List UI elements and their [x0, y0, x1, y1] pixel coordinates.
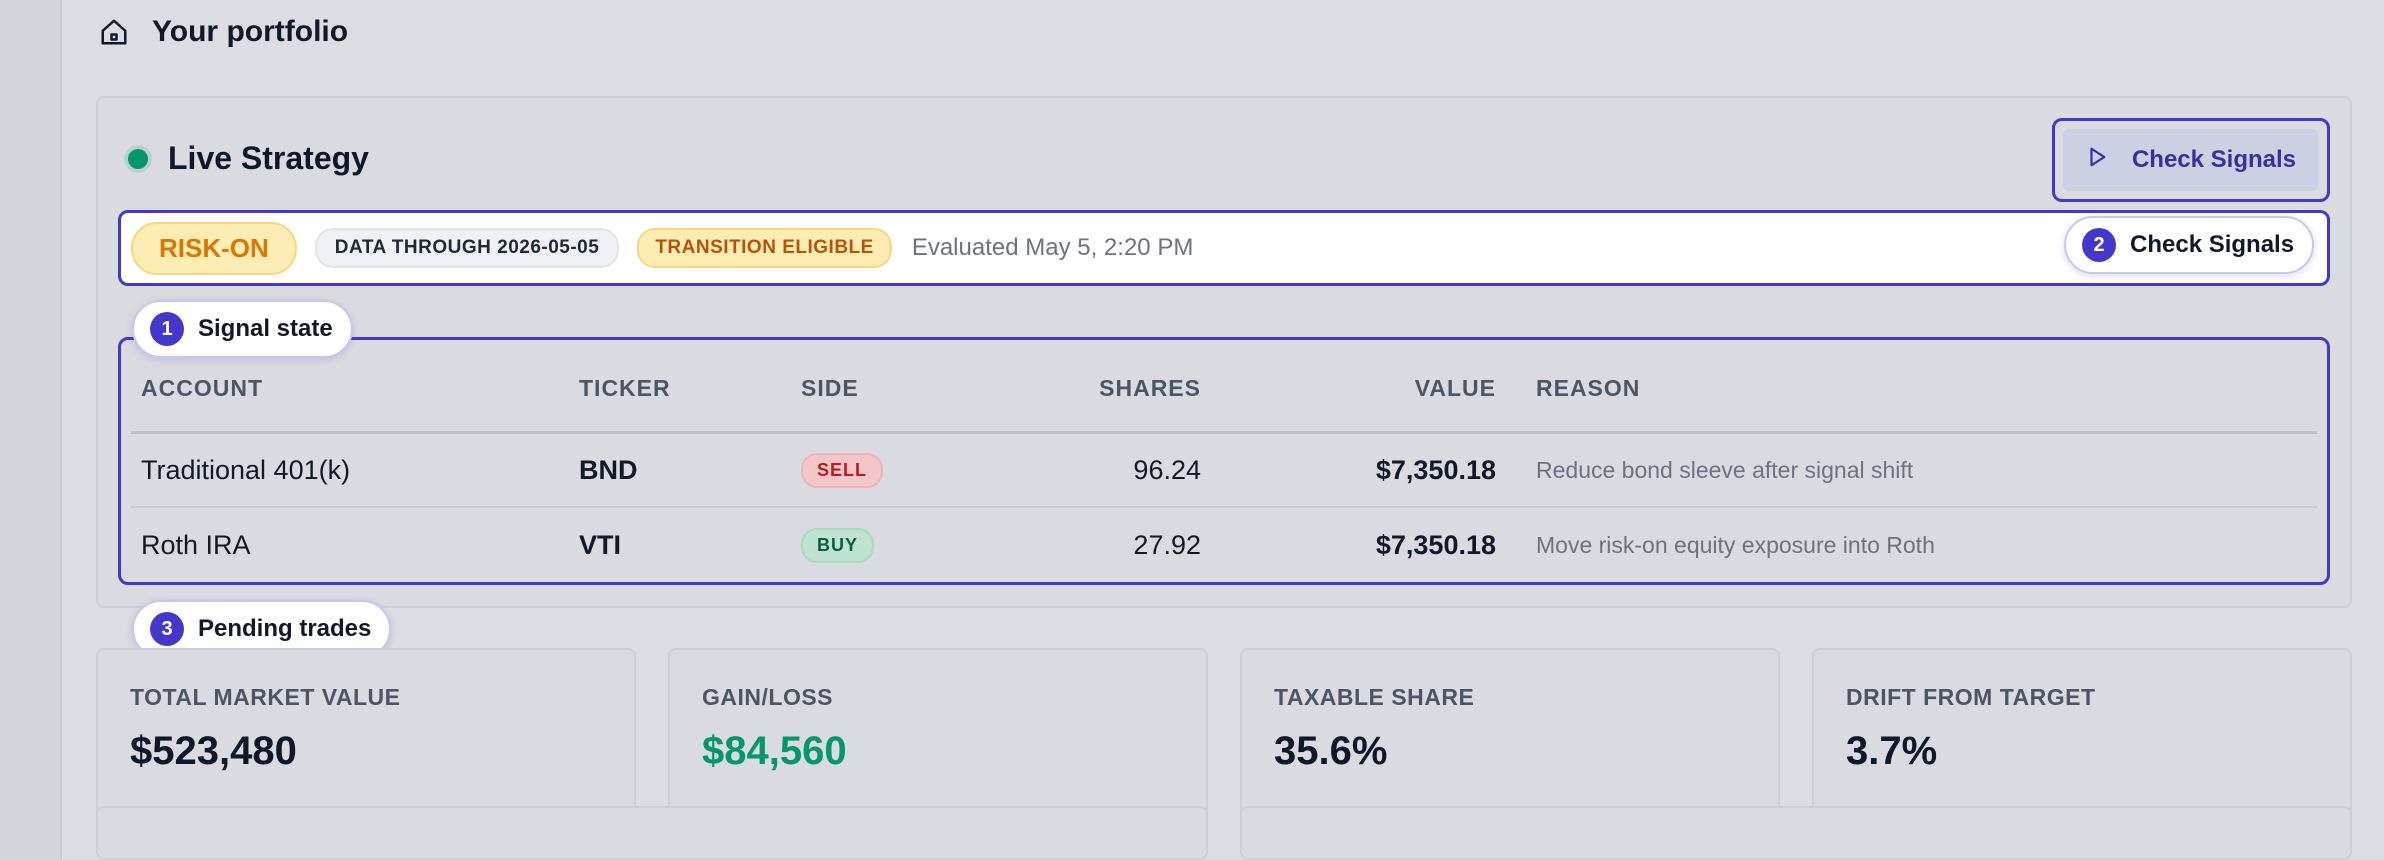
- play-icon: [2086, 146, 2108, 175]
- cell-account: Roth IRA: [141, 529, 251, 560]
- callout-label: Pending trades: [198, 615, 372, 642]
- metric-value: $523,480: [130, 729, 297, 773]
- metric-value: 3.7%: [1846, 729, 1938, 773]
- metric-value: 35.6%: [1274, 729, 1388, 773]
- metric-label: TAXABLE SHARE: [1274, 684, 1475, 710]
- cell-reason: Reduce bond sleeve after signal shift: [1536, 456, 1914, 483]
- page-header: Your portfolio: [98, 12, 348, 52]
- signal-state-bar: RISK-ON DATA THROUGH 2026-05-05 TRANSITI…: [118, 210, 2330, 286]
- col-account[interactable]: ACCOUNT: [141, 375, 263, 401]
- metric-taxable-share: TAXABLE SHARE 35.6%: [1240, 648, 1780, 818]
- check-signals-button[interactable]: Check Signals: [2063, 129, 2319, 191]
- metric-value: $84,560: [702, 729, 847, 773]
- callout-number: 1: [150, 312, 184, 346]
- callout-check-signals[interactable]: 2 Check Signals: [2064, 216, 2315, 274]
- metric-gain-loss: GAIN/LOSS $84,560: [668, 648, 1208, 818]
- metric-label: TOTAL MARKET VALUE: [130, 684, 401, 710]
- metric-total-market-value: TOTAL MARKET VALUE $523,480: [96, 648, 636, 818]
- table-row[interactable]: Roth IRA VTI BUY 27.92 $7,350.18 Move ri…: [131, 508, 2317, 582]
- cell-ticker: VTI: [579, 529, 622, 560]
- metric-label: DRIFT FROM TARGET: [1846, 684, 2096, 710]
- metric-drift-from-target: DRIFT FROM TARGET 3.7%: [1812, 648, 2352, 818]
- callout-signal-state[interactable]: 1 Signal state: [132, 300, 353, 358]
- cell-shares: 96.24: [1133, 454, 1201, 485]
- home-icon[interactable]: [98, 16, 130, 48]
- cell-side: SELL: [801, 452, 961, 488]
- evaluated-timestamp: Evaluated May 5, 2:20 PM: [911, 234, 1194, 261]
- callout-number: 3: [150, 612, 184, 646]
- cell-shares: 27.92: [1133, 529, 1201, 560]
- cell-side: BUY: [801, 527, 961, 563]
- table-header: ACCOUNT TICKER SIDE SHARES VALUE REASON: [131, 346, 2317, 434]
- check-signals-label: Check Signals: [2131, 146, 2297, 173]
- lower-card-right: [1240, 806, 2352, 860]
- col-side[interactable]: SIDE: [801, 375, 859, 401]
- trades-table: ACCOUNT TICKER SIDE SHARES VALUE REASON …: [131, 346, 2317, 582]
- lower-card-left: [96, 806, 1208, 860]
- table-row[interactable]: Traditional 401(k) BND SELL 96.24 $7,350…: [131, 434, 2317, 508]
- data-through-badge: DATA THROUGH 2026-05-05: [314, 228, 620, 268]
- callout-number: 2: [2082, 228, 2116, 262]
- callout-label: Signal state: [198, 315, 333, 342]
- left-sidebar: [0, 0, 62, 860]
- check-signals-highlight: Check Signals: [2052, 118, 2330, 202]
- live-strategy-card: [96, 96, 2352, 608]
- regime-badge: RISK-ON: [131, 221, 297, 275]
- cell-reason: Move risk-on equity exposure into Roth: [1536, 531, 1935, 558]
- col-reason[interactable]: REASON: [1536, 375, 1641, 401]
- strategy-header: Live Strategy: [128, 140, 369, 177]
- buy-badge: BUY: [801, 528, 875, 563]
- metric-label: GAIN/LOSS: [702, 684, 834, 710]
- cell-value: $7,350.18: [1375, 454, 1496, 485]
- callout-label: Check Signals: [2130, 231, 2295, 258]
- strategy-title: Live Strategy: [168, 140, 369, 176]
- transition-badge: TRANSITION ELIGIBLE: [637, 228, 892, 268]
- col-shares[interactable]: SHARES: [1099, 375, 1201, 401]
- cell-ticker: BND: [579, 454, 638, 485]
- sell-badge: SELL: [801, 453, 884, 488]
- cell-value: $7,350.18: [1375, 529, 1496, 560]
- cell-account: Traditional 401(k): [141, 454, 351, 485]
- live-status-dot: [128, 148, 148, 169]
- col-ticker[interactable]: TICKER: [579, 375, 671, 401]
- page-title: Your portfolio: [152, 15, 349, 48]
- pending-trades-panel: ACCOUNT TICKER SIDE SHARES VALUE REASON …: [118, 337, 2330, 585]
- col-value[interactable]: VALUE: [1414, 375, 1496, 401]
